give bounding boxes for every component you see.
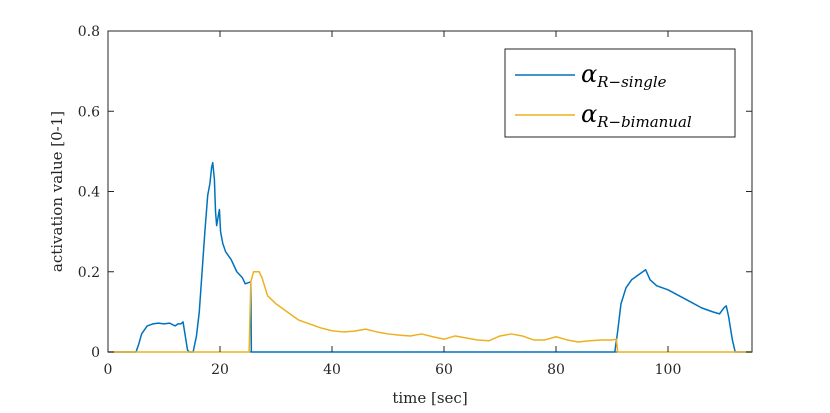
x-tick-label: 80 bbox=[547, 362, 565, 378]
y-axis-label: activation value [0-1] bbox=[48, 111, 66, 272]
legend-label-1: αR−single bbox=[581, 60, 667, 91]
legend-symbol: α bbox=[581, 60, 597, 88]
y-tick-label: 0.2 bbox=[78, 265, 100, 281]
legend-label-2: αR−bimanual bbox=[581, 100, 692, 131]
legend-subscript: R−single bbox=[596, 73, 666, 91]
series-line-2 bbox=[108, 271, 752, 353]
series-layer bbox=[108, 161, 752, 353]
y-tick-label: 0.4 bbox=[78, 185, 100, 201]
y-tick-label: 0 bbox=[91, 345, 100, 361]
tick-layer: 0 20 40 60 80 100 0 0.2 0.4 0.6 0.8 bbox=[78, 24, 752, 378]
x-tick-label: 100 bbox=[655, 362, 682, 378]
legend-subscript: R−bimanual bbox=[596, 113, 692, 131]
x-axis-label: time [sec] bbox=[392, 389, 467, 407]
series-line-1 bbox=[108, 161, 752, 353]
x-tick-label: 0 bbox=[104, 362, 113, 378]
y-tick-label: 0.6 bbox=[78, 104, 100, 120]
x-tick-label: 20 bbox=[211, 362, 229, 378]
legend-box bbox=[504, 48, 736, 138]
legend-symbol: α bbox=[581, 100, 597, 128]
x-tick-label: 40 bbox=[323, 362, 341, 378]
x-tick-label: 60 bbox=[435, 362, 453, 378]
y-tick-label: 0.8 bbox=[78, 24, 100, 40]
